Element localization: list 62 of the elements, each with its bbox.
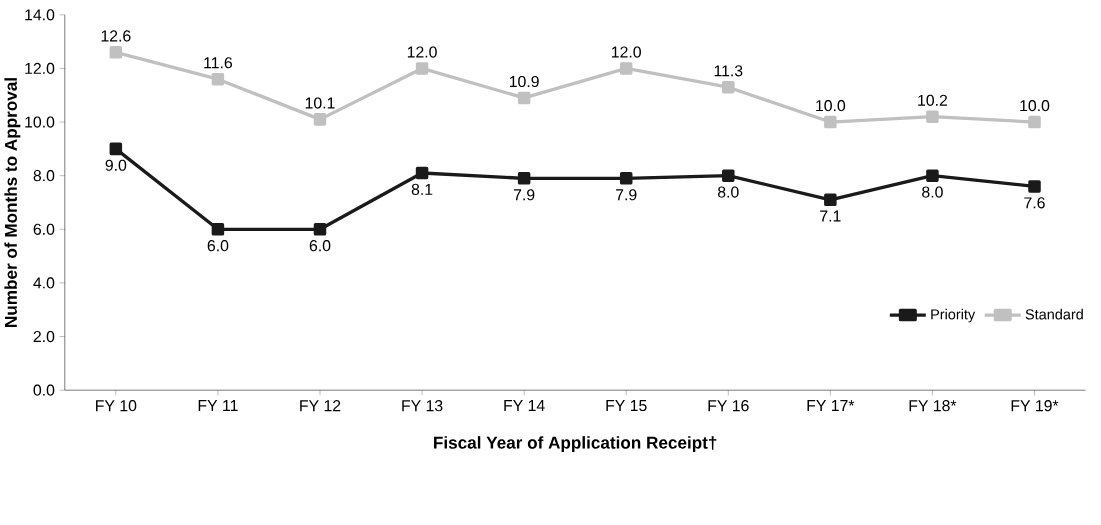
- data-label: 6.0: [309, 240, 331, 252]
- y-tick-label: 0.0: [33, 384, 55, 396]
- data-label: 12.0: [612, 46, 641, 58]
- point: [517, 172, 531, 185]
- point: [109, 142, 123, 156]
- point: [415, 166, 429, 180]
- y-axis-title: Number of Months to Approval: [4, 78, 21, 328]
- data-label: 10.2: [918, 94, 947, 107]
- data-label: 10.0: [1020, 100, 1050, 112]
- x-tick-label: FY 10: [96, 400, 137, 412]
- point: [926, 110, 939, 124]
- data-label: 8.0: [922, 186, 943, 198]
- data-label: 7.9: [616, 189, 637, 201]
- x-tick-label: FY 17*: [807, 400, 855, 412]
- point: [109, 46, 123, 59]
- point: [415, 62, 429, 75]
- data-label: 6.0: [207, 240, 229, 252]
- data-label: 7.1: [820, 210, 841, 222]
- point: [619, 172, 633, 185]
- point: [926, 169, 939, 183]
- y-tick-label: 4.0: [33, 277, 55, 289]
- x-axis-title: Fiscal Year of Application Receipt†: [434, 436, 717, 453]
- point: [211, 73, 225, 86]
- legend-label: Priority: [931, 309, 976, 323]
- data-label: 10.1: [305, 97, 335, 109]
- data-label: 11.3: [714, 65, 743, 77]
- x-tick-label: FY 11: [198, 400, 238, 412]
- point: [313, 223, 327, 236]
- x-tick-label: FY 18*: [909, 400, 957, 412]
- data-label: 8.1: [411, 184, 433, 196]
- x-tick-label: FY 15: [606, 400, 647, 412]
- data-label: 10.0: [816, 100, 846, 112]
- data-label: 7.6: [1024, 197, 1045, 209]
- y-tick-label: 8.0: [33, 170, 55, 182]
- y-tick-label: 2.0: [33, 331, 55, 343]
- legend-label: Standard: [1025, 309, 1083, 320]
- point: [1028, 116, 1041, 129]
- data-label: 12.6: [101, 30, 131, 42]
- x-tick-label: FY 16: [708, 400, 749, 412]
- data-label: 10.9: [509, 76, 539, 88]
- y-tick-label: 10.0: [25, 116, 55, 128]
- point: [313, 113, 327, 126]
- point: [1028, 180, 1041, 193]
- point: [824, 193, 837, 207]
- point: [211, 223, 225, 236]
- x-tick-label: FY 12: [300, 400, 341, 412]
- y-tick-label: 14.0: [25, 9, 55, 21]
- y-tick-label: 6.0: [33, 223, 55, 236]
- point: [722, 81, 735, 94]
- x-tick-label: FY 19*: [1011, 400, 1059, 412]
- data-label: 11.6: [204, 57, 233, 69]
- data-label: 12.0: [407, 46, 437, 58]
- x-tick-label: FY 13: [402, 400, 443, 412]
- point: [619, 62, 633, 75]
- data-label: 8.0: [717, 186, 739, 198]
- data-label: 7.9: [513, 189, 535, 201]
- y-tick-label: 12.0: [25, 63, 55, 75]
- point: [824, 116, 837, 129]
- x-tick-label: FY 14: [504, 400, 545, 412]
- data-label: 9.0: [105, 159, 127, 172]
- point: [722, 169, 735, 183]
- point: [517, 91, 531, 105]
